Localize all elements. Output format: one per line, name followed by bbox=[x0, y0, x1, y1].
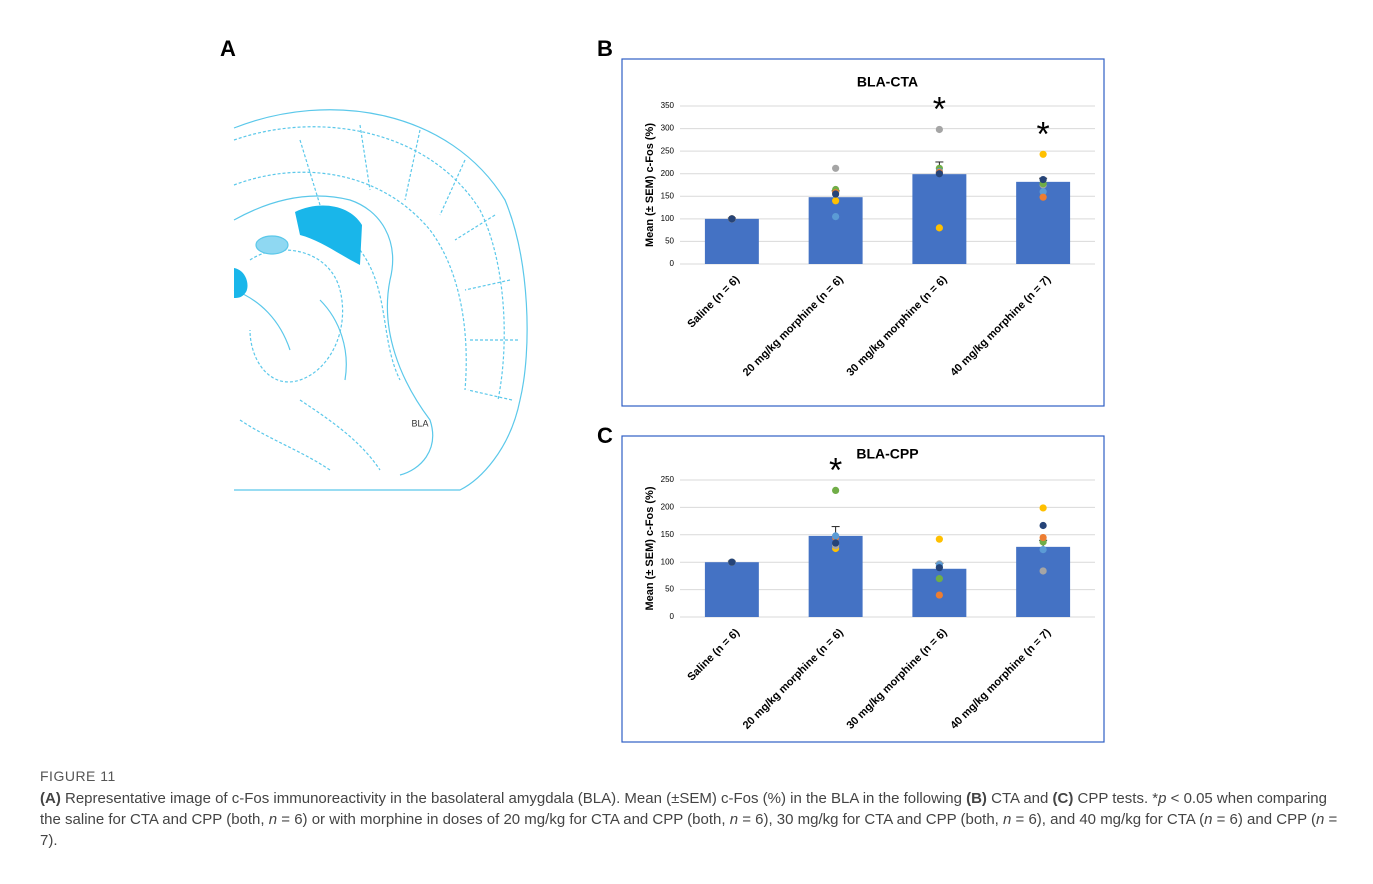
y-tick-label: 100 bbox=[661, 214, 675, 223]
x-tick-label: 20 mg/kg morphine (n = 6) bbox=[741, 273, 846, 378]
x-tick-label: 40 mg/kg morphine (n = 7) bbox=[948, 273, 1053, 378]
y-tick-label: 150 bbox=[661, 530, 675, 539]
y-tick-label: 50 bbox=[665, 237, 674, 246]
caption-run: (C) bbox=[1052, 790, 1074, 807]
y-tick-label: 300 bbox=[661, 124, 675, 133]
caption-run: n bbox=[1003, 811, 1012, 828]
data-point bbox=[935, 591, 943, 599]
caption-run: p bbox=[1158, 790, 1167, 807]
data-point bbox=[832, 213, 840, 221]
caption-run: = 6), and 40 mg/kg for CTA ( bbox=[1011, 811, 1205, 828]
x-tick-label: 40 mg/kg morphine (n = 7) bbox=[948, 626, 1053, 731]
data-point bbox=[1039, 188, 1047, 196]
bar bbox=[704, 562, 759, 617]
diagram-label: BLA bbox=[411, 418, 428, 428]
caption-run: Representative image of c-Fos immunoreac… bbox=[60, 790, 967, 807]
x-tick-label: Saline (n = 6) bbox=[685, 273, 742, 330]
data-point bbox=[832, 532, 840, 540]
data-point bbox=[1039, 193, 1047, 201]
y-tick-label: 150 bbox=[661, 191, 675, 200]
y-tick-label: 250 bbox=[661, 146, 675, 155]
data-point bbox=[935, 564, 943, 572]
data-point bbox=[1039, 150, 1047, 158]
bar bbox=[704, 218, 759, 264]
data-point bbox=[1039, 545, 1047, 554]
panel-label: A bbox=[220, 36, 236, 61]
data-point bbox=[1039, 567, 1047, 575]
caption-run: CTA and bbox=[986, 790, 1053, 807]
significance-marker: * bbox=[829, 451, 842, 489]
caption-run: n bbox=[729, 811, 739, 828]
caption: (A) Representative image of c-Fos immuno… bbox=[40, 788, 1340, 851]
data-point bbox=[1039, 533, 1047, 542]
data-point bbox=[935, 575, 943, 583]
x-tick-label: 30 mg/kg morphine (n = 6) bbox=[844, 273, 949, 378]
y-tick-label: 0 bbox=[670, 259, 675, 268]
data-point bbox=[728, 215, 736, 223]
brain-diagram bbox=[233, 109, 528, 491]
significance-marker: * bbox=[933, 90, 946, 128]
data-point bbox=[935, 125, 943, 134]
data-point bbox=[1039, 521, 1047, 530]
data-point bbox=[935, 535, 943, 543]
x-tick-label: 20 mg/kg morphine (n = 6) bbox=[741, 626, 846, 731]
chart-frame bbox=[621, 58, 1105, 407]
bar bbox=[808, 197, 863, 264]
caption-run: = 6) and CPP ( bbox=[1212, 811, 1316, 828]
data-point bbox=[832, 190, 840, 198]
caption-run: = 6) or with morphine in doses of 20 mg/… bbox=[277, 811, 730, 828]
x-tick-label: Saline (n = 6) bbox=[685, 626, 742, 683]
chart-title: BLA-CTA bbox=[857, 74, 918, 90]
caption-run: (A) bbox=[40, 790, 61, 807]
y-tick-label: 200 bbox=[661, 503, 675, 512]
y-tick-label: 50 bbox=[665, 585, 674, 594]
data-point bbox=[1039, 175, 1047, 184]
caption-run: CPP tests. * bbox=[1073, 790, 1159, 807]
bar bbox=[1016, 546, 1071, 617]
caption-run: (B) bbox=[966, 790, 987, 807]
panel-label: C bbox=[597, 423, 613, 448]
chart-title: BLA-CPP bbox=[856, 446, 918, 462]
y-tick-label: 250 bbox=[661, 475, 675, 484]
y-tick-label: 0 bbox=[670, 612, 675, 621]
y-axis-label: Mean (± SEM) c-Fos (%) bbox=[644, 123, 656, 247]
bar bbox=[912, 174, 967, 264]
y-tick-label: 350 bbox=[661, 101, 675, 110]
chart-frame bbox=[621, 435, 1105, 743]
figure: A B C BLA BLA-CTA Mean (± SEM) c-Fos (%) 0… bbox=[220, 36, 1105, 743]
caption-run: n bbox=[268, 811, 278, 828]
y-tick-label: 100 bbox=[661, 557, 675, 566]
data-point bbox=[935, 224, 943, 232]
x-tick-label: 30 mg/kg morphine (n = 6) bbox=[844, 626, 949, 731]
caption-run: n bbox=[1204, 811, 1213, 828]
data-point bbox=[832, 486, 840, 495]
y-tick-label: 200 bbox=[661, 169, 675, 178]
caption-run: = 6), 30 mg/kg for CTA and CPP (both, bbox=[738, 811, 1004, 828]
data-point bbox=[728, 558, 736, 566]
data-point bbox=[1039, 504, 1047, 512]
panel-label: B bbox=[597, 36, 613, 61]
data-point bbox=[832, 164, 840, 172]
caption-run: = 7). bbox=[40, 811, 1338, 849]
y-axis-label: Mean (± SEM) c-Fos (%) bbox=[644, 486, 656, 610]
significance-marker: * bbox=[1037, 115, 1050, 153]
caption-run: < 0.05 when comparing the saline for CTA… bbox=[40, 790, 1327, 828]
data-point bbox=[935, 170, 943, 178]
caption-run: n bbox=[1315, 811, 1325, 828]
data-point bbox=[832, 539, 840, 547]
data-point bbox=[832, 197, 840, 205]
figure-label: FIGURE 11 bbox=[40, 768, 116, 784]
